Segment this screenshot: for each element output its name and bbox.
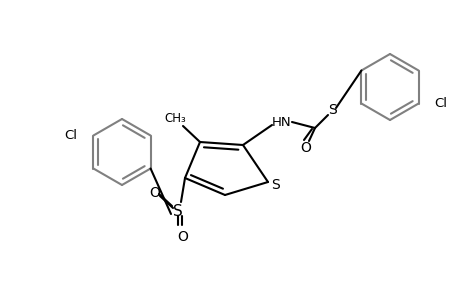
Text: O: O <box>300 141 311 155</box>
Text: S: S <box>173 205 183 220</box>
Text: O: O <box>177 230 188 244</box>
Text: HN: HN <box>272 116 291 128</box>
Text: O: O <box>149 186 160 200</box>
Text: S: S <box>271 178 280 192</box>
Text: Cl: Cl <box>434 97 447 110</box>
Text: CH₃: CH₃ <box>164 112 185 124</box>
Text: S: S <box>328 103 336 117</box>
Text: Cl: Cl <box>64 129 77 142</box>
